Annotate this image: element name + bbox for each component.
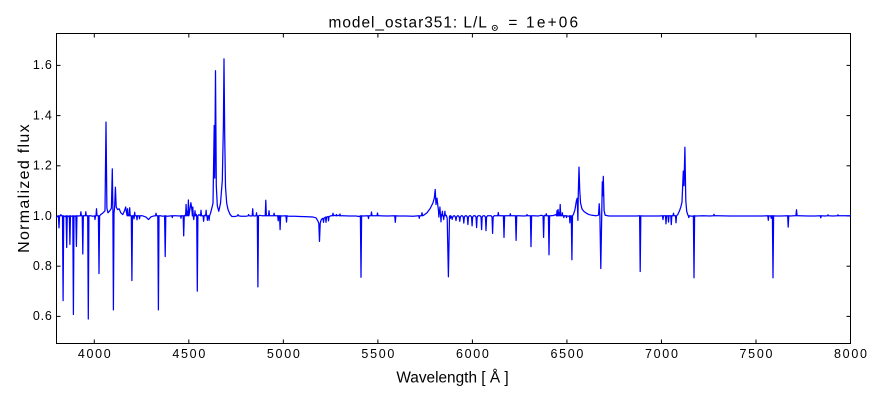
svg-text:6000: 6000: [456, 347, 491, 361]
svg-text:0.6: 0.6: [33, 309, 53, 323]
svg-text:1.2: 1.2: [33, 159, 53, 173]
svg-text:Wavelength [ Å ]: Wavelength [ Å ]: [396, 370, 508, 387]
svg-text:6500: 6500: [550, 347, 585, 361]
svg-text:1.0: 1.0: [33, 209, 53, 223]
svg-text:4000: 4000: [78, 347, 113, 361]
svg-text:model_ostar351: L/L: model_ostar351: L/L: [329, 14, 488, 31]
svg-text:8000: 8000: [834, 347, 869, 361]
svg-text:7000: 7000: [645, 347, 680, 361]
svg-text:7500: 7500: [740, 347, 775, 361]
svg-text:1.4: 1.4: [33, 108, 53, 122]
svg-text:= 1e+06: = 1e+06: [508, 14, 580, 31]
svg-text:5500: 5500: [361, 347, 396, 361]
svg-text:0.8: 0.8: [33, 259, 53, 273]
svg-text:1.6: 1.6: [33, 58, 53, 72]
svg-text:4500: 4500: [172, 347, 207, 361]
svg-text:5000: 5000: [267, 347, 302, 361]
svg-text:Normalized flux: Normalized flux: [16, 123, 33, 253]
